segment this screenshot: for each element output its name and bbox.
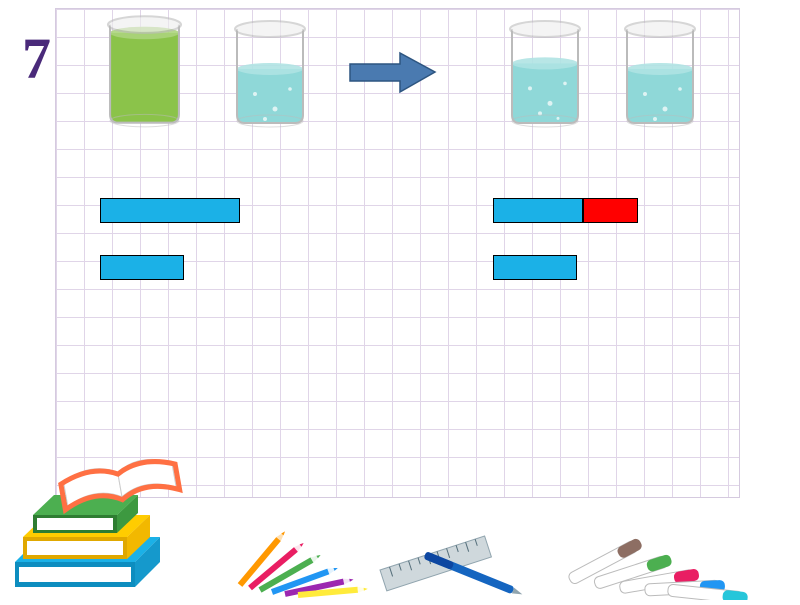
books-decoration [5,422,185,592]
bar-2-segment-1 [100,255,184,280]
problem-number: 7 [22,25,51,92]
bar-3-segment-1 [493,198,583,223]
bar-1 [100,198,240,223]
school-supplies-decoration [200,510,760,600]
bar-4 [493,255,577,280]
beaker-4 [615,15,705,130]
beaker-1 [97,10,192,130]
beaker-3 [500,15,590,130]
markers-group [567,537,748,600]
bar-2 [100,255,184,280]
arrow-icon [345,50,440,95]
bar-3-segment-2 [583,198,638,223]
bar-4-segment-1 [493,255,577,280]
pencils-fan [238,529,368,598]
bar-3 [493,198,638,223]
beaker-2 [225,15,315,130]
bar-1-segment-1 [100,198,240,223]
